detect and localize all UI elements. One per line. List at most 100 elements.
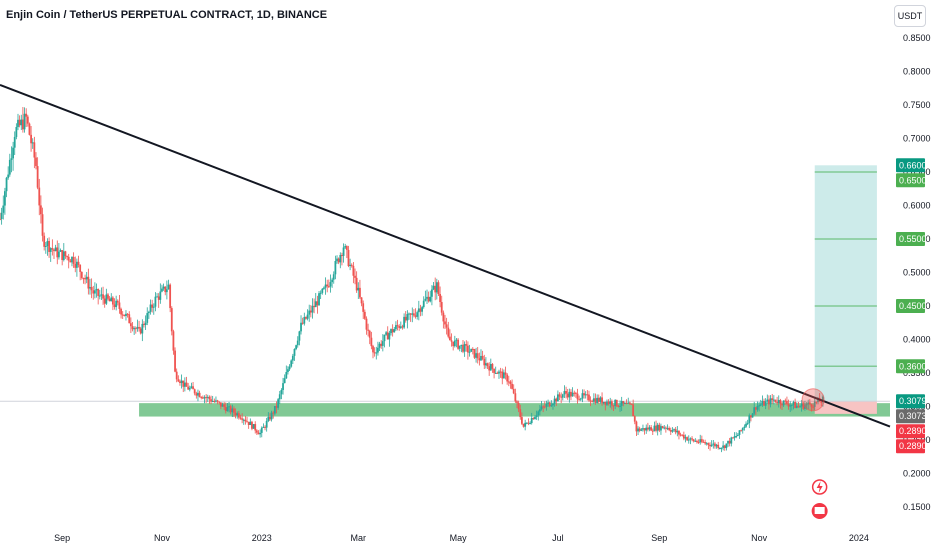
candle-body — [725, 443, 728, 449]
candle-body — [419, 308, 422, 312]
price-label: 0.2890 — [899, 426, 927, 436]
price-label-bg — [896, 359, 925, 374]
candle-body — [111, 297, 114, 305]
candle-body — [8, 159, 11, 175]
candle-body — [388, 333, 391, 340]
candle-body — [768, 399, 770, 405]
candle-body — [622, 401, 625, 404]
candle-body — [17, 119, 19, 128]
candle-body — [447, 327, 450, 337]
candle-body — [606, 401, 608, 405]
candle-body — [190, 386, 193, 388]
candle-body — [643, 428, 646, 431]
candle-body — [574, 392, 577, 394]
currency-button[interactable]: USDT — [894, 5, 926, 27]
candle-body — [182, 380, 185, 387]
candle-body — [272, 412, 275, 414]
candle-body — [440, 302, 443, 313]
candle-body — [381, 341, 384, 346]
candle-body — [581, 393, 584, 399]
candle-body — [450, 340, 453, 342]
candle-body — [395, 325, 397, 330]
candle-body — [113, 304, 116, 308]
candle-body — [399, 326, 402, 328]
candle-body — [64, 251, 67, 257]
candle-body — [524, 422, 527, 427]
candle-body — [115, 300, 118, 308]
time-tick-label: 2024 — [849, 533, 869, 543]
candle-body — [589, 400, 592, 402]
candle-body — [161, 288, 163, 292]
candle-body — [226, 407, 229, 412]
candle-body — [488, 366, 491, 371]
candle-body — [219, 402, 222, 407]
candle-body — [463, 344, 466, 352]
candle-body — [772, 399, 775, 401]
time-tick-label: May — [450, 533, 468, 543]
candle-body — [516, 401, 518, 403]
candle-body — [102, 294, 104, 299]
candle-body — [308, 310, 311, 315]
candle-body — [702, 441, 705, 443]
candle-body — [478, 358, 481, 361]
candle-body — [316, 301, 319, 306]
candle-body — [556, 394, 559, 402]
candle-body — [133, 328, 136, 330]
candle-body — [188, 387, 191, 390]
candle-body — [221, 404, 224, 407]
candle-body — [411, 313, 414, 315]
candle-body — [242, 419, 245, 421]
candle-body — [165, 289, 168, 293]
candle-body — [462, 344, 464, 352]
candle-body — [619, 405, 621, 407]
candle-body — [367, 329, 370, 331]
candle-body — [566, 393, 569, 398]
candle-body — [787, 404, 790, 407]
candle-body — [324, 284, 327, 288]
candle-body — [805, 404, 808, 406]
candle-body — [20, 119, 23, 126]
candle-body — [560, 396, 563, 398]
candle-body — [797, 405, 800, 407]
candle-body — [337, 258, 340, 263]
candle-body — [146, 313, 149, 323]
candle-body — [93, 290, 96, 294]
price-label-bg — [896, 394, 925, 409]
candle-body — [339, 255, 342, 263]
candle-body — [237, 413, 240, 418]
candle-body — [642, 428, 644, 430]
candle-body — [764, 401, 767, 406]
candle-body — [656, 424, 659, 431]
candle-body — [514, 393, 517, 402]
candle-body — [180, 380, 183, 383]
candle-body — [359, 287, 361, 298]
candle-body — [136, 326, 139, 329]
annotation-zones — [0, 165, 890, 417]
candle-body — [386, 332, 389, 340]
candle-body — [759, 404, 762, 406]
candle-body — [537, 411, 540, 416]
candle-body — [480, 355, 482, 361]
candle-body — [473, 349, 476, 358]
candle-body — [347, 249, 350, 267]
breakout-marker — [801, 388, 825, 412]
candle-body — [800, 403, 803, 407]
candle-body — [22, 119, 24, 130]
candle-body — [72, 256, 75, 264]
candle-body — [345, 246, 348, 250]
candle-body — [502, 372, 505, 379]
candle-body — [817, 398, 819, 403]
candle-body — [7, 174, 10, 178]
candle-body — [341, 255, 343, 257]
candle-body — [578, 399, 581, 401]
candle-body — [164, 286, 167, 293]
candle-body — [159, 291, 162, 300]
candle-body — [162, 286, 165, 289]
candle-body — [368, 330, 371, 338]
candle-body — [51, 248, 54, 250]
candle-body — [36, 166, 39, 188]
candle-body — [233, 408, 235, 413]
candle-body — [648, 427, 651, 430]
candle-body — [391, 329, 394, 333]
